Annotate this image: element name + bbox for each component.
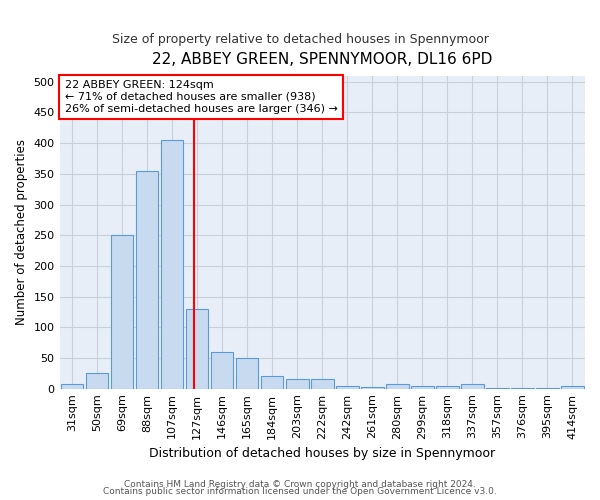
Text: Contains HM Land Registry data © Crown copyright and database right 2024.: Contains HM Land Registry data © Crown c… [124,480,476,489]
Bar [161,140,184,388]
Bar [86,374,109,388]
Bar [211,352,233,389]
Bar [561,386,584,388]
Bar [136,171,158,388]
X-axis label: Distribution of detached houses by size in Spennymoor: Distribution of detached houses by size … [149,447,496,460]
Title: 22, ABBEY GREEN, SPENNYMOOR, DL16 6PD: 22, ABBEY GREEN, SPENNYMOOR, DL16 6PD [152,52,493,68]
Text: Size of property relative to detached houses in Spennymoor: Size of property relative to detached ho… [112,32,488,46]
Bar [386,384,409,388]
Text: Contains public sector information licensed under the Open Government Licence v3: Contains public sector information licen… [103,488,497,496]
Bar [361,387,383,388]
Bar [461,384,484,388]
Bar [111,235,133,388]
Bar [186,309,208,388]
Bar [236,358,259,388]
Bar [311,380,334,388]
Text: 22 ABBEY GREEN: 124sqm
← 71% of detached houses are smaller (938)
26% of semi-de: 22 ABBEY GREEN: 124sqm ← 71% of detached… [65,80,338,114]
Bar [261,376,283,388]
Bar [436,386,458,388]
Bar [411,386,434,388]
Bar [286,380,308,388]
Bar [61,384,83,388]
Y-axis label: Number of detached properties: Number of detached properties [15,139,28,325]
Bar [336,386,359,388]
